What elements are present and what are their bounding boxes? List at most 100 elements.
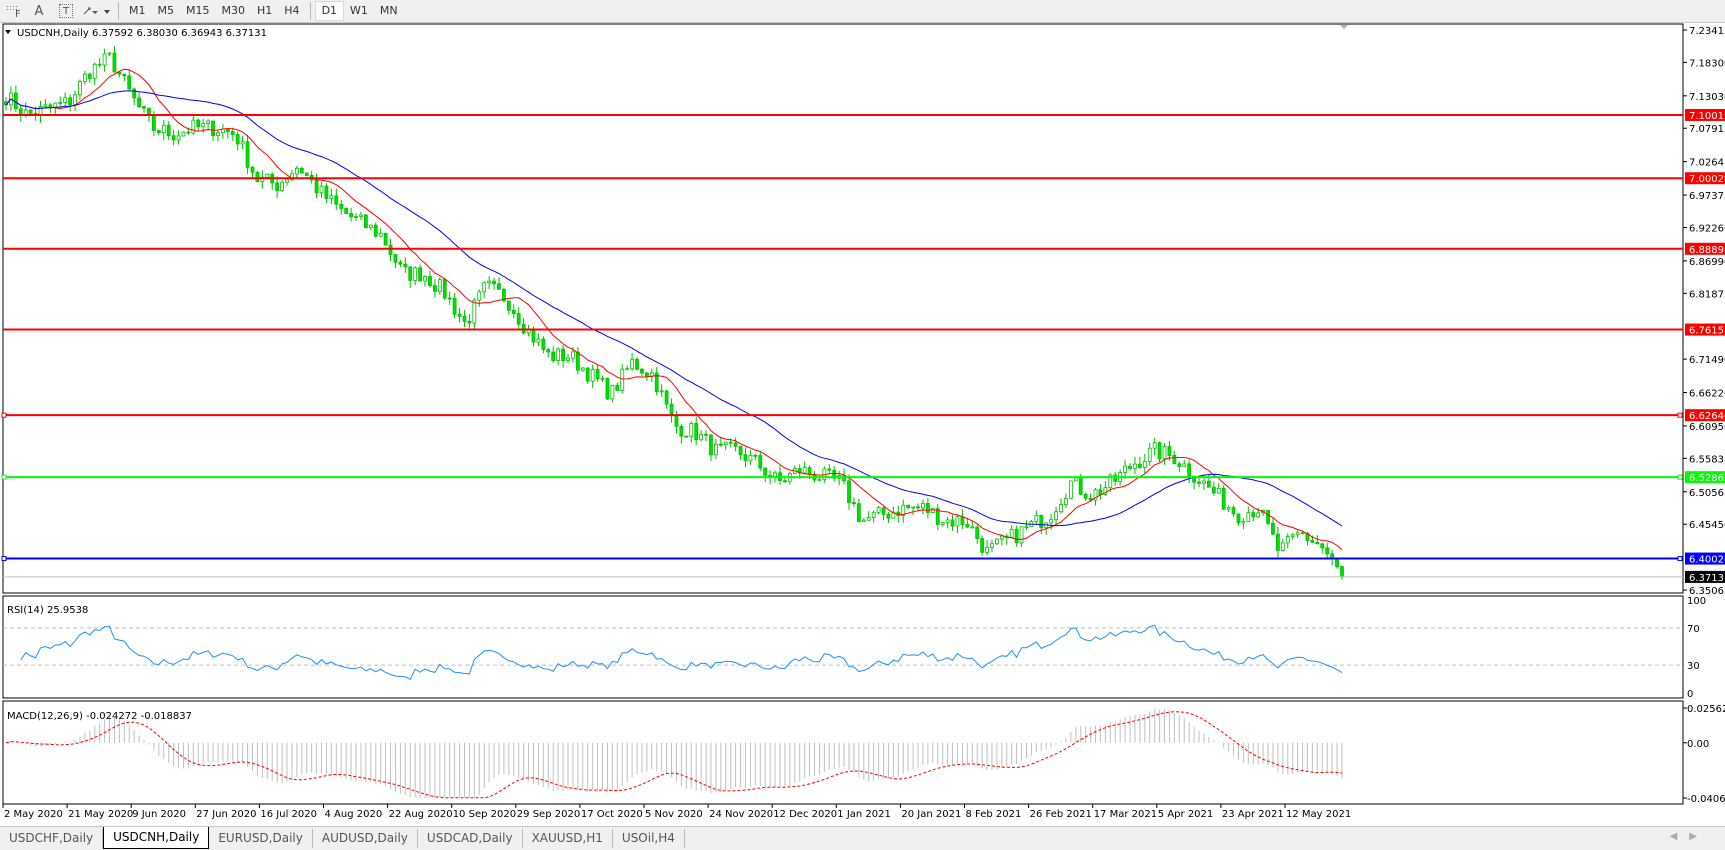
timeframe-h1[interactable]: H1 (257, 4, 273, 17)
tab-eurusd-daily[interactable]: EURUSD,Daily (209, 829, 313, 848)
candle-bear (728, 441, 733, 444)
candle-bull (1162, 446, 1167, 460)
macd-panel[interactable]: 0.025623 0.00 -0.040687 (2, 700, 1725, 805)
shapes-icon[interactable] (80, 1, 114, 21)
candle-bear (847, 480, 851, 503)
date-axis-label: 17 Oct 2020 (581, 809, 643, 820)
candle-bear (1325, 547, 1330, 555)
horizontal-line-6-62646-handle[interactable] (1, 412, 7, 418)
candle-bull (216, 132, 220, 136)
timeframe-w1[interactable]: W1 (350, 4, 368, 17)
candle-bear (684, 435, 689, 438)
candle-bear (97, 63, 102, 66)
candle-bear (1167, 446, 1172, 456)
tab-usoil-h4[interactable]: USOil,H4 (613, 829, 685, 848)
candle-bear (151, 115, 156, 131)
horizontal-line-6-88897-price-tag (1685, 242, 1725, 255)
candle-bull (689, 423, 694, 437)
tab-usdchf-daily[interactable]: USDCHF,Daily (0, 829, 104, 848)
timeframe-m5[interactable]: M5 (157, 4, 175, 17)
timeframe-mn[interactable]: MN (379, 4, 398, 17)
candle-bear (211, 120, 215, 136)
candle-bear (1157, 442, 1162, 460)
candle-bear (1187, 463, 1192, 477)
candle-bear (13, 92, 18, 110)
candle-bear (492, 280, 496, 285)
tab-usdcnh-daily[interactable]: USDCNH,Daily (103, 827, 210, 849)
candle-bull (1073, 477, 1078, 482)
candle-bull (206, 120, 211, 125)
macd-axis-label: -0.040687 (1687, 794, 1725, 805)
candle-bear (704, 433, 708, 436)
text-icon[interactable]: A (34, 3, 44, 19)
horizontal-line-6-62646-price-tag (1685, 409, 1725, 422)
date-axis-label: 22 Aug 2020 (389, 809, 453, 820)
candle-bear (452, 297, 457, 315)
chart-shift-marker-icon[interactable] (1340, 25, 1348, 29)
rsi-panel-frame (2, 595, 1684, 699)
candle-bear (916, 506, 920, 509)
date-axis-label: 16 Jul 2020 (260, 809, 317, 820)
candle-bear (960, 516, 965, 525)
tab-usdcad-daily[interactable]: USDCAD,Daily (418, 829, 523, 848)
candle-bear (383, 232, 388, 246)
candle-bear (393, 254, 398, 263)
candle-bear (408, 266, 413, 281)
candle-bear (1206, 480, 1211, 488)
candle-bull (990, 543, 994, 548)
tab-audusd-daily[interactable]: AUDUSD,Daily (313, 829, 418, 848)
candle-bear (467, 320, 472, 324)
horizontal-line-6-62646-handle[interactable] (1677, 412, 1683, 418)
candle-bull (866, 517, 871, 521)
candle-bear (112, 52, 117, 73)
horizontal-line-6-52865-handle[interactable] (1677, 474, 1683, 480)
macd-signal-line (5, 711, 1343, 799)
timeframe-bar: M1 M5 M15 M30 H1 H4 D1 W1 MN (123, 1, 404, 21)
price-panel[interactable]: 7.23415 7.18300 7.13030 7.07915 7.02645 6.973… (1, 23, 1725, 597)
text-label-icon[interactable]: T (59, 4, 73, 18)
horizontal-line-6-76157-price-label: 6.76157 (1689, 326, 1725, 337)
tab-xauusd-h1[interactable]: XAUUSD,H1 (523, 829, 613, 848)
horizontal-line-6-40026-handle[interactable] (1, 556, 7, 562)
period-separator-icon[interactable]: F (0, 1, 26, 21)
date-axis-label: 27 Jun 2020 (196, 809, 256, 820)
candle-bear (250, 166, 255, 173)
candle-bear (783, 480, 787, 483)
candle-bear (733, 442, 738, 447)
timeframe-d1[interactable]: D1 (314, 1, 345, 21)
candle-bull (630, 358, 634, 370)
timeframe-h4[interactable]: H4 (284, 4, 300, 17)
candle-bear (575, 351, 580, 371)
candle-bear (1014, 528, 1019, 544)
candle-bear (127, 75, 132, 90)
rsi-panel[interactable]: 100 70 30 0 (2, 595, 1706, 700)
candle-bull (1009, 528, 1014, 538)
candle-bear (906, 504, 911, 509)
horizontal-line-6-40026-handle[interactable] (1677, 556, 1683, 562)
candle-bear (299, 167, 304, 174)
candle-bear (334, 195, 339, 205)
tab-scroll-arrows[interactable]: ◀▶ (1669, 831, 1709, 842)
candle-bull (1019, 526, 1024, 544)
price-axis-label: 6.60950 (1689, 422, 1725, 433)
chart-window[interactable]: 7.23415 7.18300 7.13030 7.07915 7.02645 6.973… (0, 22, 1725, 826)
candle-bear (886, 514, 891, 519)
candle-bear (275, 182, 280, 192)
candle-bear (339, 203, 344, 209)
candle-bear (433, 285, 437, 292)
timeframe-m1[interactable]: M1 (129, 4, 146, 17)
collapse-triangle-icon[interactable] (5, 30, 11, 34)
candle-bull (891, 511, 896, 519)
rsi-axis-label: 30 (1687, 661, 1700, 672)
candle-bull (1054, 511, 1058, 521)
date-axis-label: 21 May 2020 (68, 809, 133, 820)
horizontal-line-6-52865-handle[interactable] (1, 474, 7, 480)
candle-bear (156, 130, 161, 134)
timeframe-m30[interactable]: M30 (221, 4, 246, 17)
candle-bear (679, 425, 684, 437)
candle-bull (1182, 463, 1187, 467)
candle-bull (1295, 532, 1300, 536)
candle-bull (92, 63, 97, 79)
timeframe-m15[interactable]: M15 (186, 4, 210, 17)
